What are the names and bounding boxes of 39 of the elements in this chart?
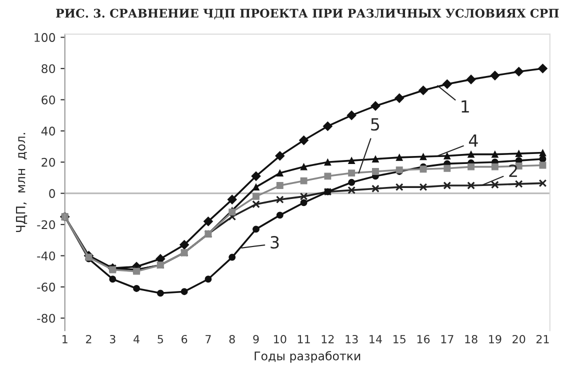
y-tick-label: 100 [34,33,56,42]
y-tick-label: 40 [41,126,56,136]
x-tick-label: 1 [62,335,68,344]
x-tick-label: 17 [441,335,454,344]
x-tick-label: 21 [536,334,549,344]
x-tick-label: 5 [158,335,163,344]
annotation: 3 [270,236,279,249]
x-tick-label: 8 [229,334,235,344]
x-tick-label: 7 [206,335,211,344]
y-tick-label: -60 [37,282,56,292]
x-tick-label: 18 [465,334,478,344]
x-tick-label: 2 [86,334,92,344]
y-tick-label: -80 [37,314,56,323]
x-tick-label: 4 [134,335,140,344]
x-tick-label: 16 [417,334,430,344]
x-tick-label: 19 [489,334,502,344]
annotation: 4 [468,134,478,147]
annotation: 1 [462,100,469,112]
x-tick-label: 14 [370,335,382,344]
x-tick-label: 13 [346,334,358,344]
y-tick-label: 80 [42,64,56,74]
y-tick-label: 20 [42,158,56,167]
chart-title: РИС. 3. СРАВНЕНИЕ ЧДП ПРОЕКТА ПРИ РАЗЛИЧНЫХ УСЛОВИЯХ СРП [56,8,559,20]
annotation: 5 [371,118,380,131]
x-tick-label: 11 [298,335,310,344]
annotation: 2 [509,164,517,177]
x-axis-title: Годы разработки [254,351,360,363]
x-tick-label: 9 [253,334,259,344]
x-tick-label: 15 [394,335,406,344]
y-tick-label: 60 [42,95,56,104]
y-axis-title: ЧДП, млн дол. [16,133,28,232]
x-tick-label: 20 [512,334,526,344]
y-tick-label: -40 [37,251,56,260]
x-tick-label: 12 [322,334,334,344]
y-tick-label: 0 [49,189,56,198]
x-tick-label: 3 [110,334,116,344]
x-tick-label: 10 [274,334,286,344]
y-tick-label: -20 [37,220,56,230]
x-tick-label: 6 [182,334,188,344]
